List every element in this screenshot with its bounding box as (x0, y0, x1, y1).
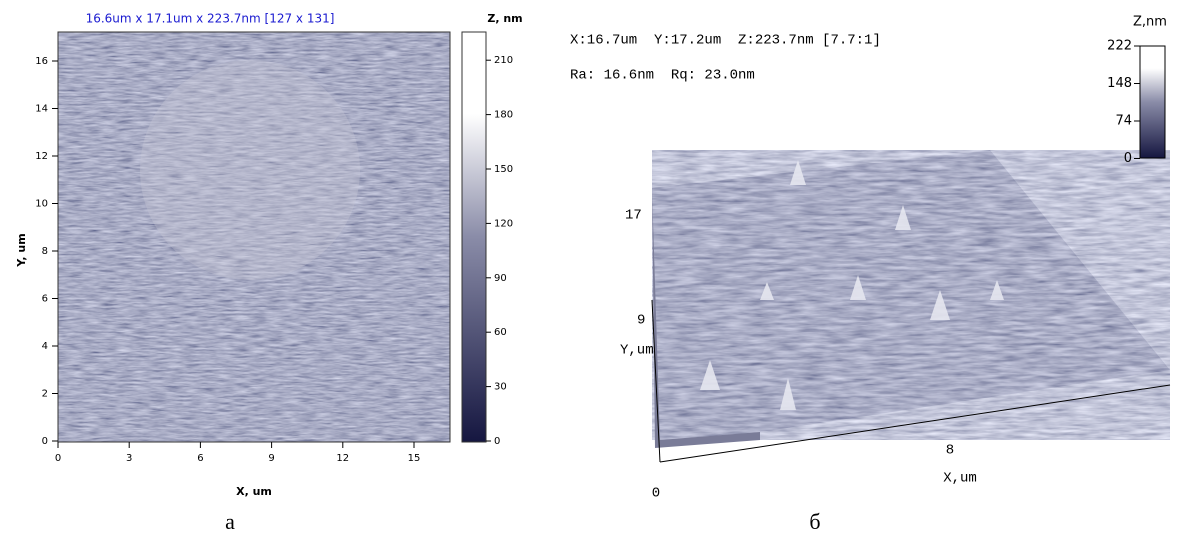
colorbar (1139, 45, 1166, 159)
info-line: X:16.7um Y:17.2um Z:223.7nm [7.7:1] (570, 33, 881, 49)
y-tick-label: 17 (625, 208, 642, 224)
x-tick-label: 0 (652, 486, 660, 502)
x-tick-label: 12 (336, 453, 349, 464)
surface-texture (652, 150, 1170, 440)
colorbar-tick-label: 150 (494, 164, 513, 175)
y-tick-label: 0 (42, 436, 48, 447)
colorbar-tick-label: 180 (494, 110, 513, 121)
y-tick-label: 12 (35, 151, 48, 162)
x-tick-label: 3 (126, 453, 132, 464)
bright-region (140, 60, 360, 280)
y-tick-label: 9 (637, 313, 645, 329)
x-tick-label: 15 (408, 453, 421, 464)
colorbar-tick-label: 60 (494, 327, 507, 338)
panel-a: 16.6um x 17.1um x 223.7nm [127 x 131] Y,… (15, 12, 523, 535)
y-tick-label: 16 (35, 56, 48, 67)
colorbar-title: Z,nm (1133, 15, 1167, 30)
colorbar-tick-label: 120 (494, 218, 513, 229)
x-tick-label: 8 (946, 443, 954, 459)
afm-texture (58, 32, 450, 442)
caption: а (225, 509, 235, 534)
x-axis-label: X,um (943, 471, 977, 487)
caption: б (809, 509, 820, 534)
colorbar-title: Z, nm (487, 12, 522, 25)
y-tick-label: 2 (42, 389, 48, 400)
colorbar-tick-label: 30 (494, 382, 507, 393)
colorbar-tick-label: 222 (1107, 39, 1132, 54)
image-frame (57, 31, 451, 443)
colorbar-tick-label: 210 (494, 55, 513, 66)
y-tick-label: 8 (42, 246, 48, 257)
y-axis-label: Y,um (620, 343, 654, 359)
colorbar-tick-label: 148 (1107, 76, 1132, 91)
y-tick-label: 14 (35, 104, 48, 115)
y-tick-label: 6 (42, 294, 48, 305)
y-axis-label: Y, um (15, 233, 28, 267)
colorbar (461, 31, 487, 443)
x-tick-label: 0 (55, 453, 61, 464)
colorbar-tick-label: 0 (494, 436, 500, 447)
colorbar-tick-label: 90 (494, 273, 507, 284)
y-axis-line (651, 299, 661, 463)
colorbar-tick-label: 0 (1124, 151, 1132, 166)
peaks (700, 160, 1004, 410)
x-tick-label: 9 (268, 453, 274, 464)
x-axis-line (659, 384, 1171, 463)
image-title: 16.6um x 17.1um x 223.7nm [127 x 131] (86, 12, 335, 26)
x-tick-label: 6 (197, 453, 203, 464)
y-tick-label: 10 (35, 199, 48, 210)
colorbar-tick-label: 74 (1115, 114, 1132, 129)
panel-b: X:16.7um Y:17.2um Z:223.7nm [7.7:1] Ra: … (570, 15, 1171, 534)
info-line: Ra: 16.6nm Rq: 23.0nm (570, 68, 755, 84)
y-tick-label: 4 (42, 341, 48, 352)
x-axis-label: X, um (236, 485, 272, 498)
